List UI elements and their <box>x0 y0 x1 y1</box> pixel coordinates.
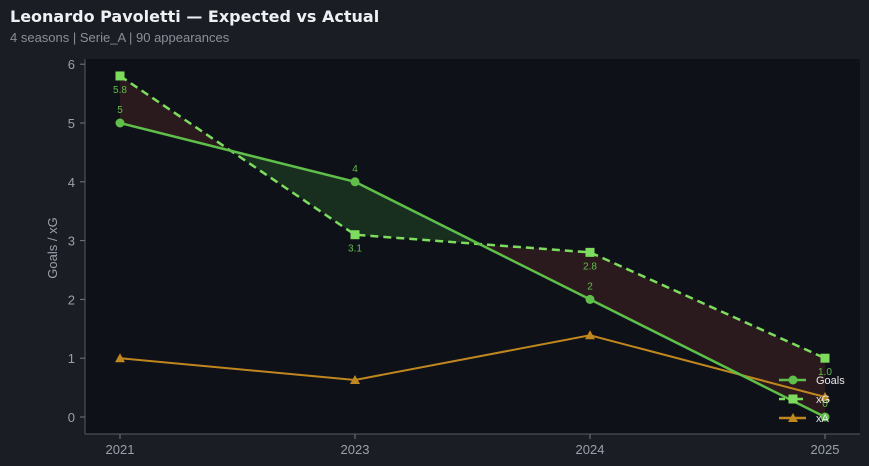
data-label: 1.0 <box>818 367 832 378</box>
data-label: 5.8 <box>113 85 127 96</box>
data-label: 2.8 <box>583 261 597 272</box>
x-tick: 2021 <box>106 442 135 457</box>
y-tick: 6 <box>68 57 75 72</box>
legend: Goals xG xA <box>779 375 845 425</box>
y-tick: 2 <box>68 292 75 307</box>
x-tick: 2025 <box>811 442 840 457</box>
data-label: 4 <box>352 164 358 175</box>
series-xa <box>115 330 830 402</box>
chart-title: Leonardo Pavoletti — Expected vs Actual <box>10 7 380 26</box>
plot-area <box>85 59 860 434</box>
data-label: 0 <box>822 399 828 410</box>
chart-subtitle: 4 seasons | Serie_A | 90 appearances <box>10 30 230 45</box>
y-tick: 1 <box>68 351 75 366</box>
data-label: 2 <box>587 281 593 292</box>
x-tick: 2023 <box>341 442 370 457</box>
y-tick: 0 <box>68 410 75 425</box>
y-tick: 3 <box>68 234 75 249</box>
y-axis-label: Goals / xG <box>45 217 60 278</box>
series-xg: 5.8 3.1 2.8 1.0 <box>113 71 832 378</box>
y-tick: 5 <box>68 116 75 131</box>
y-tick: 4 <box>68 175 75 190</box>
legend-item-xa: xA <box>816 413 830 425</box>
legend-item-xg: xG <box>816 394 830 406</box>
legend-item-goals: Goals <box>816 375 845 387</box>
x-tick: 2024 <box>576 442 605 457</box>
series-goals: 5 4 2 0 <box>115 105 830 422</box>
data-label: 5 <box>117 105 123 116</box>
data-label: 3.1 <box>348 244 362 255</box>
